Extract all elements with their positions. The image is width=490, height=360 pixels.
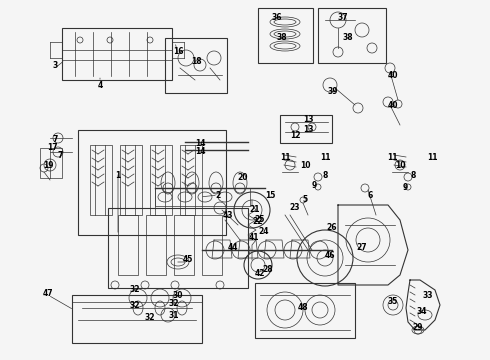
Text: 28: 28 (263, 266, 273, 274)
Text: 5: 5 (302, 195, 308, 204)
Bar (72, 295, 202, 343)
Text: 11: 11 (427, 153, 437, 162)
Text: 36: 36 (272, 13, 282, 22)
Text: 11: 11 (387, 153, 397, 162)
Text: 10: 10 (300, 162, 310, 171)
Text: 24: 24 (259, 228, 269, 237)
Bar (318, 8, 386, 63)
Text: 13: 13 (303, 126, 313, 135)
Text: 22: 22 (253, 217, 263, 226)
Text: 11: 11 (320, 153, 330, 162)
Text: 8: 8 (322, 171, 328, 180)
Text: 21: 21 (250, 206, 260, 215)
Text: 11: 11 (280, 153, 290, 162)
Text: 29: 29 (413, 324, 423, 333)
Text: 12: 12 (290, 130, 300, 139)
Text: 31: 31 (169, 310, 179, 320)
Text: 25: 25 (255, 216, 265, 225)
Text: 26: 26 (327, 224, 337, 233)
Bar (255, 283, 355, 338)
Text: 48: 48 (298, 303, 308, 312)
Text: 17: 17 (47, 144, 57, 153)
Text: 9: 9 (311, 180, 317, 189)
Text: 23: 23 (290, 203, 300, 212)
Text: 38: 38 (277, 33, 287, 42)
Text: 32: 32 (169, 300, 179, 309)
Bar (40, 148, 62, 178)
Bar (90, 145, 112, 215)
Bar (146, 215, 166, 275)
Bar (165, 38, 227, 93)
Text: 20: 20 (238, 174, 248, 183)
Text: 33: 33 (423, 291, 433, 300)
Text: 45: 45 (183, 256, 193, 265)
Text: 27: 27 (357, 243, 368, 252)
Bar (78, 130, 226, 235)
Text: 13: 13 (303, 116, 313, 125)
Bar (155, 188, 250, 206)
Text: 9: 9 (402, 184, 408, 193)
Text: 32: 32 (130, 285, 140, 294)
Text: 19: 19 (43, 162, 53, 171)
Text: 7: 7 (57, 150, 63, 159)
Text: 40: 40 (388, 72, 398, 81)
Bar (258, 8, 313, 63)
Text: 1: 1 (115, 171, 121, 180)
Text: 2: 2 (216, 190, 220, 199)
Text: 41: 41 (249, 234, 259, 243)
Bar (62, 28, 172, 80)
Text: 44: 44 (228, 243, 238, 252)
Text: 6: 6 (368, 192, 372, 201)
Text: 10: 10 (395, 162, 405, 171)
Text: 43: 43 (223, 211, 233, 220)
Text: 8: 8 (410, 171, 416, 180)
Text: 30: 30 (173, 292, 183, 301)
Text: 15: 15 (265, 190, 275, 199)
Text: 14: 14 (195, 139, 205, 148)
Text: 46: 46 (325, 252, 335, 261)
Text: 35: 35 (388, 297, 398, 306)
Bar (150, 145, 172, 215)
Text: 7: 7 (52, 135, 58, 144)
Text: 47: 47 (43, 289, 53, 298)
Bar (108, 208, 248, 288)
Bar (174, 215, 194, 275)
Bar (118, 215, 138, 275)
Text: 16: 16 (173, 48, 183, 57)
Text: 3: 3 (52, 60, 58, 69)
Text: 4: 4 (98, 81, 102, 90)
Text: 37: 37 (338, 13, 348, 22)
Text: 39: 39 (328, 87, 338, 96)
Bar (202, 215, 222, 275)
Text: 38: 38 (343, 33, 353, 42)
Text: 42: 42 (255, 270, 265, 279)
Text: 14: 14 (195, 148, 205, 157)
Text: 40: 40 (388, 100, 398, 109)
Bar (180, 145, 202, 215)
Text: 32: 32 (130, 301, 140, 310)
Text: 32: 32 (145, 314, 155, 323)
Bar (120, 145, 142, 215)
Text: 34: 34 (417, 307, 427, 316)
Text: 18: 18 (191, 58, 201, 67)
Bar (280, 115, 332, 143)
